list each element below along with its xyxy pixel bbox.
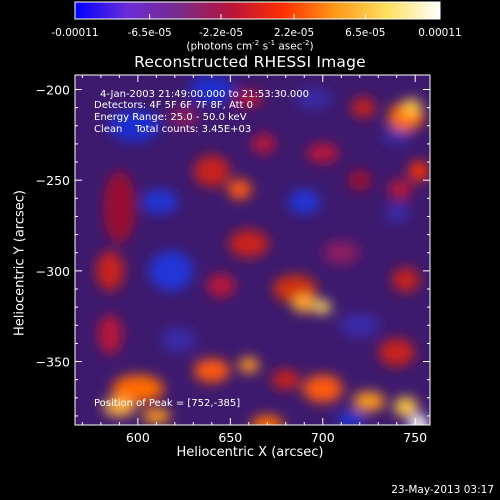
heatmap-blob	[351, 97, 376, 118]
heatmap-blob	[251, 415, 284, 425]
heatmap-blob	[336, 411, 365, 425]
heatmap-blob	[142, 189, 179, 214]
heatmap-blob	[96, 250, 125, 291]
plot-frame	[74, 74, 431, 426]
time-range-annotation: 4-Jan-2003 21:49:00.000 to 21:53:30.000	[100, 89, 309, 100]
y-tick-label: −350	[36, 355, 70, 370]
heatmap-blob	[401, 98, 422, 117]
y-axis-label: Heliocentric Y (arcsec)	[12, 190, 28, 336]
colorbar-tick-label: -0.00011	[51, 27, 98, 39]
clean-counts-annotation: Clean Total counts: 3.45E+03	[94, 124, 252, 135]
y-tick-label: −250	[36, 173, 70, 188]
heatmap-blob	[391, 267, 420, 292]
heatmap-blob	[111, 374, 164, 403]
heatmap-blob	[408, 161, 429, 182]
heatmap-blob	[323, 240, 360, 265]
energy-range-annotation: Energy Range: 25.0 - 50.0 keV	[94, 112, 247, 123]
y-tick-label: −200	[36, 83, 70, 98]
colorbar-tick-label: 0.00011	[418, 27, 461, 39]
colorbar-ticks	[74, 14, 441, 19]
heatmap-blob	[339, 313, 380, 338]
heatmap-blob	[103, 396, 136, 417]
footer-timestamp: 23-May-2013 03:17	[391, 484, 494, 496]
heatmap-blob	[227, 179, 252, 200]
x-tick-label: 650	[218, 430, 242, 445]
heatmap-blob	[388, 179, 413, 200]
heatmap-blob	[142, 407, 171, 424]
heatmap-blob	[193, 155, 230, 188]
heatmap-blob	[378, 338, 415, 367]
x-tick-label: 600	[126, 430, 150, 445]
heatmap-blob	[314, 300, 331, 315]
colorbar-units: (photons cm-2 s-1 asec-2)	[186, 39, 314, 53]
heatmap-blob	[384, 202, 409, 223]
y-tick-label: −300	[36, 264, 70, 279]
colorbar-tick-label: 2.2e-05	[274, 27, 314, 39]
heatmap-blob	[228, 229, 269, 258]
heatmap-blob	[408, 415, 429, 425]
heatmap-blob	[238, 357, 259, 374]
x-axis-ticks: 600 650 700 750	[81, 75, 427, 445]
heatmap-blob	[295, 88, 332, 109]
chart-title: Reconstructed RHESSI Image	[134, 53, 366, 71]
colorbar-tick-label: 6.5e-05	[345, 27, 385, 39]
colorbar-tick-label: -2.2e-05	[199, 27, 243, 39]
heatmap-blob	[207, 273, 236, 298]
heatmap-blob	[393, 396, 418, 417]
x-axis-label: Heliocentric X (arcsec)	[176, 445, 324, 460]
peak-position-annotation: Position of Peak = [752,-385]	[94, 398, 241, 409]
heatmap-image	[75, 75, 430, 425]
heatmap-blob	[302, 374, 343, 403]
heatmap-blob	[288, 189, 321, 214]
heatmap-blob	[271, 369, 300, 390]
heatmap-blob	[108, 109, 161, 142]
heatmap-blob	[170, 106, 199, 127]
heatmap-blob	[98, 314, 123, 355]
heatmap-blob	[234, 90, 263, 107]
x-tick-label: 750	[403, 430, 427, 445]
colorbar-tick-labels: -0.00011 -6.5e-05 -2.2e-05 2.2e-05 6.5e-05 0.…	[51, 27, 461, 39]
y-axis-ticks: −200 −250 −300 −350	[36, 83, 430, 417]
heatmap-blob	[352, 391, 385, 412]
heatmap-blob	[251, 133, 276, 154]
colorbar	[74, 1, 441, 20]
heatmap-blob	[103, 171, 136, 244]
heatmap-blob	[149, 250, 194, 291]
heatmap-blob	[347, 170, 372, 191]
heatmap-blob	[160, 327, 197, 352]
heatmap-blob	[292, 294, 317, 313]
heatmap-blob	[306, 142, 339, 163]
detectors-annotation: Detectors: 4F 5F 6F 7F 8F, Att 0	[94, 100, 254, 111]
heatmap-blob	[189, 75, 234, 104]
x-tick-label: 700	[311, 430, 335, 445]
colorbar-tick-label: -6.5e-05	[128, 27, 172, 39]
heatmap-blob	[193, 358, 230, 383]
